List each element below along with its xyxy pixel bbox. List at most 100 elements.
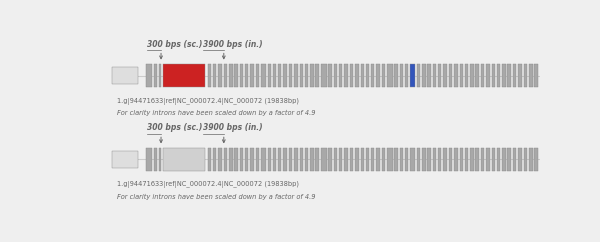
Bar bbox=[350, 64, 353, 87]
Bar bbox=[272, 148, 277, 171]
Bar bbox=[371, 148, 374, 171]
Bar bbox=[502, 148, 506, 171]
Bar bbox=[464, 64, 469, 87]
Bar bbox=[235, 148, 238, 171]
Bar bbox=[289, 148, 292, 171]
Text: For clarity introns have been scaled down by a factor of 4.9: For clarity introns have been scaled dow… bbox=[117, 193, 316, 200]
Bar bbox=[316, 148, 319, 171]
Bar bbox=[491, 64, 495, 87]
Bar bbox=[328, 148, 332, 171]
Bar bbox=[449, 148, 452, 171]
Bar bbox=[508, 148, 511, 171]
Bar bbox=[239, 64, 244, 87]
Bar bbox=[518, 148, 522, 171]
Bar bbox=[112, 151, 138, 168]
Bar bbox=[443, 148, 447, 171]
Bar bbox=[261, 148, 266, 171]
Bar bbox=[339, 148, 343, 171]
Bar bbox=[305, 64, 308, 87]
Bar bbox=[427, 64, 431, 87]
Text: 300 bps (sc.): 300 bps (sc.) bbox=[147, 123, 202, 132]
Bar bbox=[289, 64, 292, 87]
Bar bbox=[154, 64, 157, 87]
Bar bbox=[438, 64, 442, 87]
Bar bbox=[502, 64, 506, 87]
Bar bbox=[365, 148, 370, 171]
Bar bbox=[382, 64, 385, 87]
Bar bbox=[470, 64, 473, 87]
Bar bbox=[486, 148, 490, 171]
Bar bbox=[218, 148, 222, 171]
Bar bbox=[387, 148, 392, 171]
Bar bbox=[299, 64, 303, 87]
Bar bbox=[146, 64, 152, 87]
Bar bbox=[460, 148, 463, 171]
Bar bbox=[422, 148, 425, 171]
Bar bbox=[475, 148, 479, 171]
Bar bbox=[316, 64, 319, 87]
Bar bbox=[361, 148, 364, 171]
Bar bbox=[365, 64, 370, 87]
Bar bbox=[433, 64, 436, 87]
Bar bbox=[112, 67, 138, 84]
Bar bbox=[405, 148, 409, 171]
Bar bbox=[256, 64, 259, 87]
Bar bbox=[283, 148, 287, 171]
Bar bbox=[529, 148, 533, 171]
Bar bbox=[278, 64, 281, 87]
Text: 3900 bps (in.): 3900 bps (in.) bbox=[203, 123, 263, 132]
Bar bbox=[268, 148, 271, 171]
Bar bbox=[224, 148, 227, 171]
Bar bbox=[224, 64, 227, 87]
Bar bbox=[400, 64, 403, 87]
Bar bbox=[229, 64, 233, 87]
Bar bbox=[410, 64, 415, 87]
Bar bbox=[163, 64, 205, 87]
Bar bbox=[310, 64, 314, 87]
Bar bbox=[294, 148, 298, 171]
Bar bbox=[208, 148, 211, 171]
Bar bbox=[283, 64, 287, 87]
Bar bbox=[344, 64, 348, 87]
Bar bbox=[299, 148, 303, 171]
Bar bbox=[518, 64, 522, 87]
Bar bbox=[361, 64, 364, 87]
Bar bbox=[427, 148, 431, 171]
Bar bbox=[417, 64, 420, 87]
Bar bbox=[334, 148, 337, 171]
Bar bbox=[535, 64, 538, 87]
Bar bbox=[376, 64, 380, 87]
Bar bbox=[235, 64, 238, 87]
Bar bbox=[529, 64, 533, 87]
Bar bbox=[355, 64, 359, 87]
Bar bbox=[376, 148, 380, 171]
Bar bbox=[508, 64, 511, 87]
Bar bbox=[481, 148, 484, 171]
Bar bbox=[250, 148, 254, 171]
Bar bbox=[382, 148, 385, 171]
Bar bbox=[470, 148, 473, 171]
Bar bbox=[208, 64, 211, 87]
Text: 1.g|94471633|ref|NC_000072.4|NC_000072 (19838bp): 1.g|94471633|ref|NC_000072.4|NC_000072 (… bbox=[117, 98, 299, 105]
Bar bbox=[245, 148, 248, 171]
Text: 3900 bps (in.): 3900 bps (in.) bbox=[203, 40, 263, 49]
Bar bbox=[460, 64, 463, 87]
Bar bbox=[310, 148, 314, 171]
Bar bbox=[387, 64, 392, 87]
Bar bbox=[163, 148, 205, 171]
Bar bbox=[464, 148, 469, 171]
Bar bbox=[433, 148, 436, 171]
Bar bbox=[405, 64, 409, 87]
Text: For clarity introns have been scaled down by a factor of 4.9: For clarity introns have been scaled dow… bbox=[117, 110, 316, 116]
Bar bbox=[513, 148, 516, 171]
Bar bbox=[256, 148, 259, 171]
Bar bbox=[513, 64, 516, 87]
Bar bbox=[535, 148, 538, 171]
Text: 300 bps (sc.): 300 bps (sc.) bbox=[147, 40, 202, 49]
Bar bbox=[213, 64, 217, 87]
Bar bbox=[213, 148, 217, 171]
Bar bbox=[339, 64, 343, 87]
Bar bbox=[146, 148, 152, 171]
Bar bbox=[328, 64, 332, 87]
Bar bbox=[449, 64, 452, 87]
